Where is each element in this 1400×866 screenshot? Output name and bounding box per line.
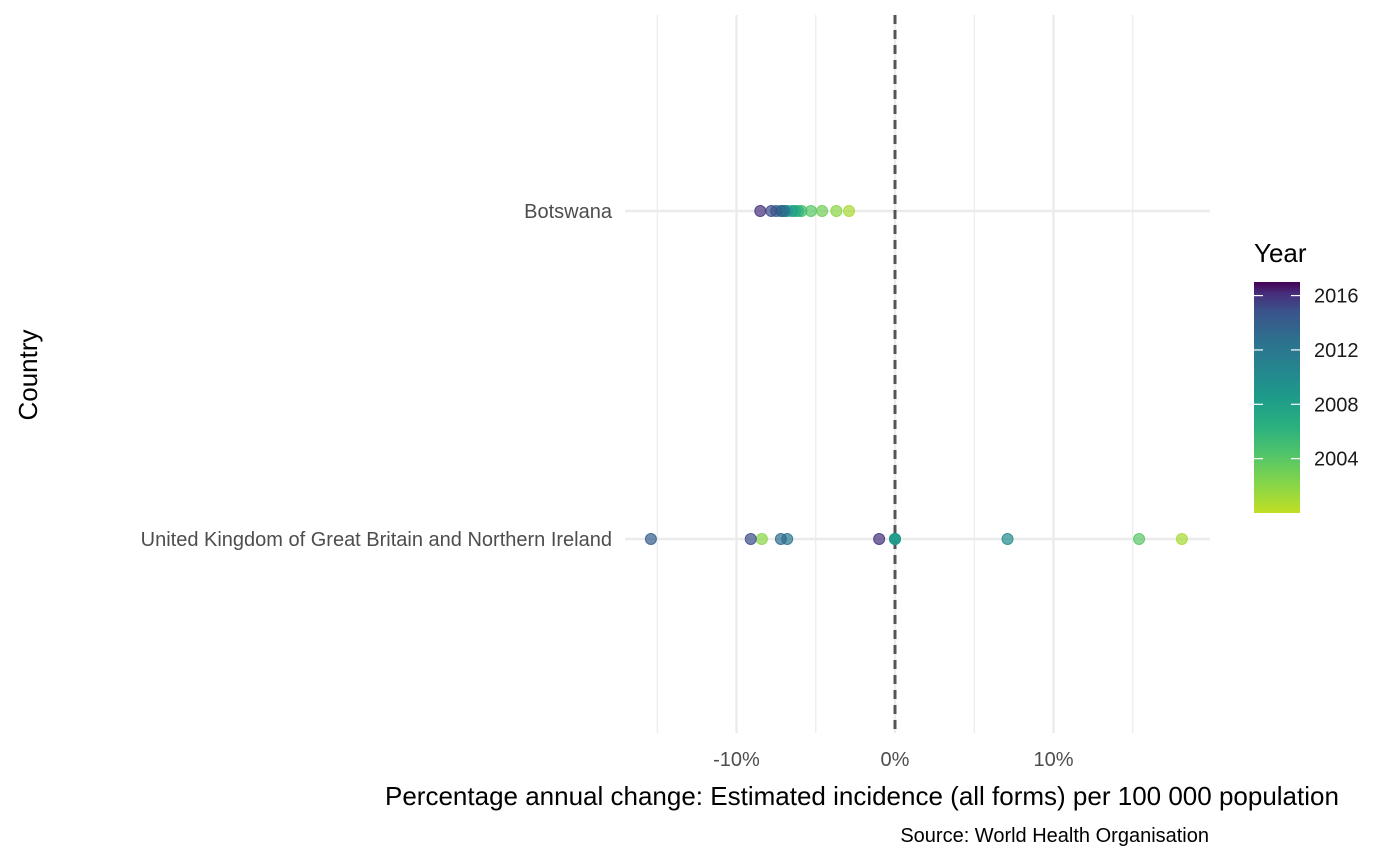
- minor-gridlines: [656, 15, 1134, 733]
- data-point: [830, 205, 843, 217]
- data-point: [765, 205, 778, 217]
- major-gridlines: [735, 15, 1055, 733]
- legend-label: 2016: [1314, 286, 1359, 308]
- data-point: [644, 533, 657, 545]
- legend-label: 2012: [1314, 340, 1359, 362]
- legend-title: Year: [1254, 238, 1307, 268]
- data-point: [873, 533, 886, 545]
- y-axis-tick-labels: Botswana United Kingdom of Great Britain …: [141, 201, 613, 551]
- x-axis-tick-labels: -10% 0% 10%: [713, 749, 1074, 771]
- legend-label: 2004: [1314, 449, 1359, 471]
- data-point: [843, 205, 856, 217]
- y-tick-label: Botswana: [524, 201, 613, 223]
- data-point: [1175, 533, 1188, 545]
- data-points: [644, 205, 1188, 545]
- data-point: [744, 533, 757, 545]
- caption: Source: World Health Organisation: [900, 825, 1209, 847]
- colorbar-ticks: 2004 2008 2012 2016: [1254, 286, 1359, 471]
- data-point: [755, 533, 768, 545]
- y-axis-title: Country: [13, 329, 43, 420]
- data-point: [1133, 533, 1146, 545]
- x-tick-label: 10%: [1033, 749, 1073, 771]
- x-tick-label: -10%: [713, 749, 760, 771]
- category-gridlines: [625, 209, 1210, 541]
- legend-label: 2008: [1314, 394, 1359, 416]
- x-axis-title: Percentage annual change: Estimated inci…: [385, 781, 1339, 811]
- data-point: [816, 205, 829, 217]
- data-point: [774, 533, 787, 545]
- data-point: [889, 533, 901, 545]
- year-legend: Year 2004 2008 2012 2016: [1254, 238, 1359, 513]
- colorbar: [1254, 282, 1300, 513]
- x-tick-label: 0%: [881, 749, 910, 771]
- y-tick-label: United Kingdom of Great Britain and Nort…: [141, 529, 612, 551]
- data-point: [1001, 533, 1014, 545]
- data-point: [754, 205, 767, 217]
